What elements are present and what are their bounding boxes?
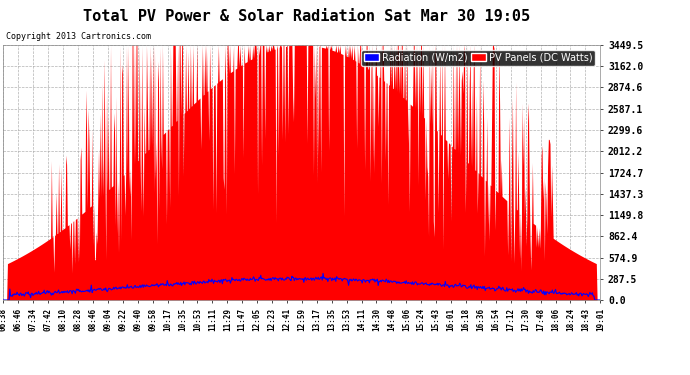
Text: Total PV Power & Solar Radiation Sat Mar 30 19:05: Total PV Power & Solar Radiation Sat Mar… (83, 9, 531, 24)
Text: Copyright 2013 Cartronics.com: Copyright 2013 Cartronics.com (6, 32, 150, 41)
Legend: Radiation (W/m2), PV Panels (DC Watts): Radiation (W/m2), PV Panels (DC Watts) (362, 50, 595, 66)
